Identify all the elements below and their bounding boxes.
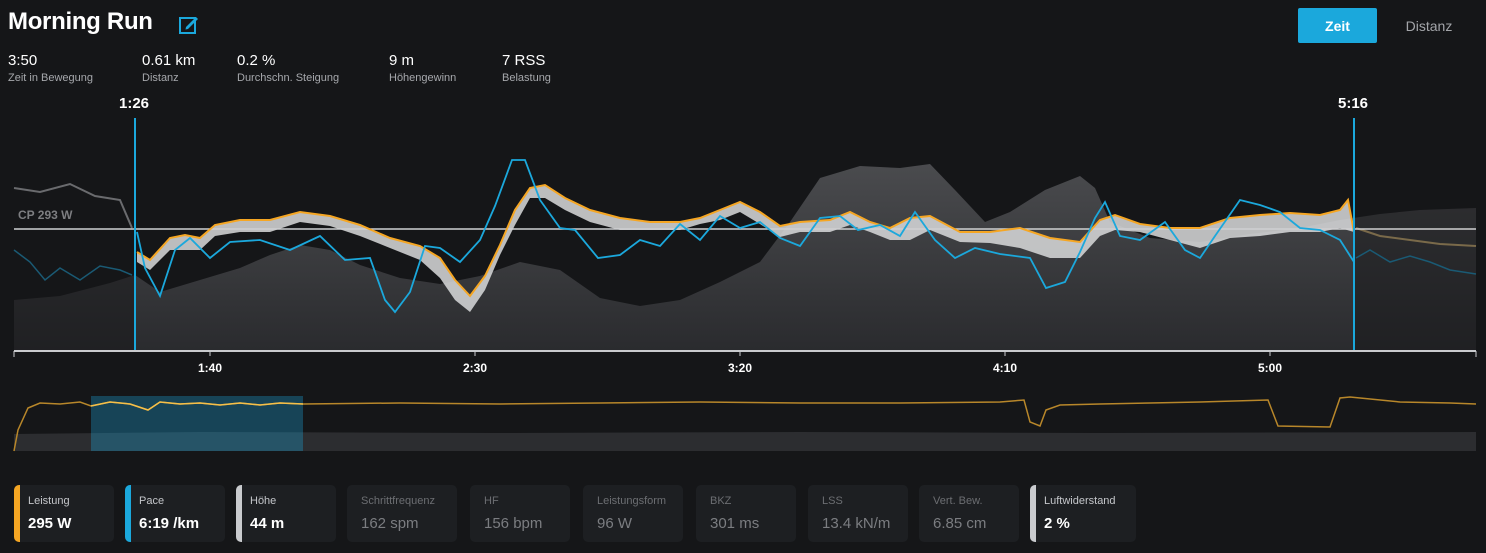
- stat-label: Zeit in Bewegung: [8, 72, 93, 84]
- dim-right: [1354, 150, 1476, 350]
- metric-value: 6:19 /km: [139, 515, 200, 532]
- metric-heart-rate[interactable]: HF 156 bpm: [470, 485, 570, 542]
- metric-label: Pace: [139, 495, 165, 507]
- stat-value: 9 m: [389, 52, 415, 69]
- metric-value: 162 spm: [361, 515, 419, 532]
- metric-value: 44 m: [250, 515, 285, 532]
- metric-elevation[interactable]: Höhe 44 m: [236, 485, 336, 542]
- metric-color-bar: [125, 485, 131, 542]
- activity-title: Morning Run: [8, 8, 153, 35]
- selection-end-label: 5:16: [1338, 95, 1369, 112]
- power-band: [137, 185, 1354, 312]
- x-tick-label: 4:10: [993, 361, 1017, 375]
- metric-label: BKZ: [710, 495, 732, 507]
- x-tick-label: 2:30: [463, 361, 487, 375]
- stat-label: Distanz: [142, 72, 179, 84]
- toggle-time[interactable]: Zeit: [1298, 8, 1377, 43]
- metric-form-power[interactable]: Leistungsform 96 W: [583, 485, 683, 542]
- edit-icon[interactable]: [178, 14, 200, 36]
- stat-stress: 7 RSS Belastung: [502, 52, 551, 86]
- metric-label: Schrittfrequenz: [361, 495, 435, 507]
- outside-pace-right: [1355, 249, 1477, 275]
- metric-value: 13.4 kN/m: [822, 515, 891, 532]
- x-tick-label: 3:20: [728, 361, 752, 375]
- stat-elevation-gain: 9 m Höhengewinn: [389, 52, 456, 86]
- metric-value: 2 %: [1044, 515, 1070, 532]
- metric-value: 156 bpm: [484, 515, 543, 532]
- metric-leg-spring[interactable]: LSS 13.4 kN/m: [808, 485, 908, 542]
- metric-label: HF: [484, 495, 499, 507]
- x-tick-label: 1:40: [198, 361, 222, 375]
- stat-value: 0.2 %: [237, 52, 276, 69]
- metric-value: 6.85 cm: [933, 515, 987, 532]
- overview-selection[interactable]: [91, 396, 303, 451]
- overview-elevation: [14, 432, 1476, 451]
- outside-power-right: [1355, 227, 1477, 247]
- metric-cadence[interactable]: Schrittfrequenz 162 spm: [347, 485, 457, 542]
- metric-value: 96 W: [597, 515, 633, 532]
- metric-color-bar: [236, 485, 242, 542]
- stat-label: Belastung: [502, 72, 551, 84]
- overview-selected-power: [90, 401, 304, 411]
- stat-value: 7 RSS: [502, 52, 546, 69]
- pace-line: [136, 159, 1355, 314]
- cp-reference-label: CP 293 W: [18, 208, 73, 222]
- stat-moving-time: 3:50 Zeit in Bewegung: [8, 52, 93, 86]
- metric-value: 295 W: [28, 515, 72, 532]
- outside-power-left: [13, 182, 133, 229]
- metric-label: Vert. Bew.: [933, 495, 983, 507]
- metric-label: LSS: [822, 495, 843, 507]
- metric-power[interactable]: Leistung 295 W: [14, 485, 114, 542]
- stat-value: 3:50: [8, 52, 38, 69]
- outside-pace-left: [13, 249, 133, 282]
- x-tick-label: 5:00: [1258, 361, 1282, 375]
- stat-value: 0.61 km: [142, 52, 196, 69]
- metric-color-bar: [1030, 485, 1036, 542]
- stat-label: Höhengewinn: [389, 72, 457, 84]
- dim-left: [14, 150, 135, 350]
- metric-label: Luftwiderstand: [1044, 495, 1116, 507]
- metric-vertical-oscillation[interactable]: Vert. Bew. 6.85 cm: [919, 485, 1019, 542]
- metric-label: Leistungsform: [597, 495, 667, 507]
- stat-distance: 0.61 km Distanz: [142, 52, 195, 86]
- power-line: [136, 183, 1355, 298]
- stat-label: Durchschn. Steigung: [237, 72, 340, 84]
- metric-color-bar: [14, 485, 20, 542]
- metric-label: Höhe: [250, 495, 277, 507]
- elevation-area: [14, 164, 1476, 350]
- metric-label: Leistung: [28, 495, 70, 507]
- toggle-distance[interactable]: Distanz: [1405, 17, 1453, 34]
- metric-air-power[interactable]: Luftwiderstand 2 %: [1030, 485, 1136, 542]
- stat-avg-grade: 0.2 % Durchschn. Steigung: [237, 52, 339, 86]
- selection-start-label: 1:26: [119, 95, 150, 112]
- x-axis-ticks: [13, 351, 1477, 357]
- metric-ground-contact[interactable]: BKZ 301 ms: [696, 485, 796, 542]
- metric-value: 301 ms: [710, 515, 760, 532]
- metric-pace[interactable]: Pace 6:19 /km: [125, 485, 225, 542]
